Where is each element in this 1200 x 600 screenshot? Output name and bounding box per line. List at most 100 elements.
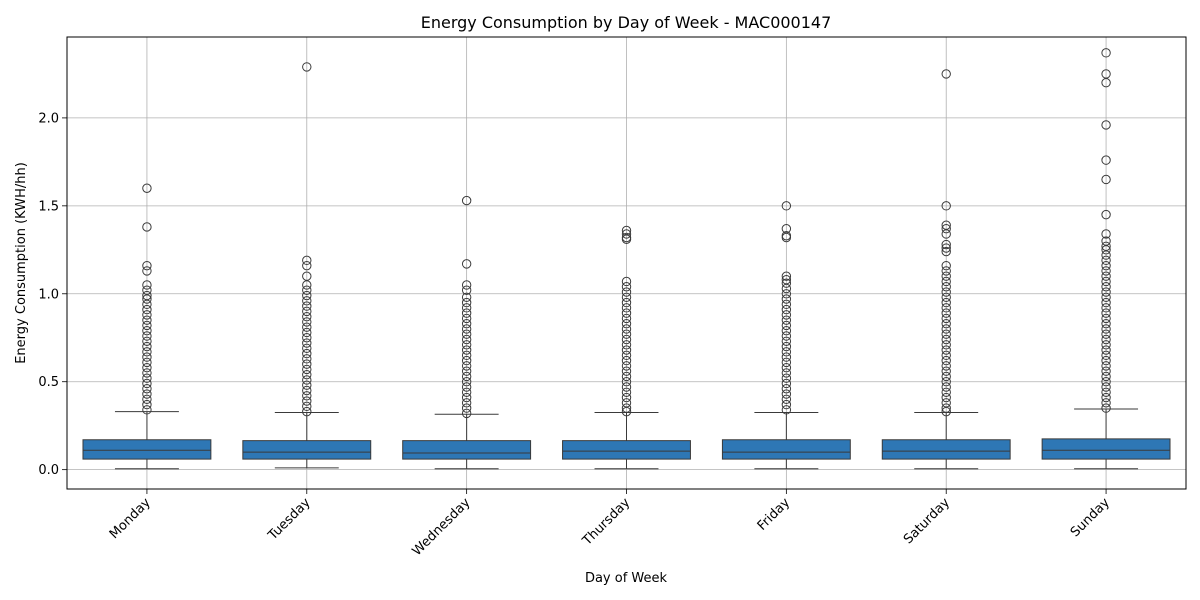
outlier-point	[1101, 345, 1111, 355]
x-tick-label-thursday: Thursday	[579, 495, 633, 549]
outlier-point	[1101, 398, 1111, 408]
outlier-point	[941, 403, 951, 413]
outlier-point	[781, 232, 792, 243]
outlier-point	[781, 347, 792, 357]
outlier-point	[142, 280, 152, 290]
outlier-point	[461, 313, 472, 324]
outlier-point	[941, 382, 951, 392]
outlier-point	[621, 387, 632, 397]
y-tick-label: 1.5	[38, 199, 59, 214]
outlier-point	[621, 282, 632, 292]
x-tick-label-friday: Friday	[755, 495, 794, 534]
box-thursday	[562, 225, 691, 470]
outlier-point	[461, 303, 472, 313]
outlier-point	[941, 266, 951, 276]
outlier-point	[1101, 313, 1111, 324]
outlier-point	[941, 377, 951, 387]
box-series	[82, 48, 1171, 470]
outlier-point	[941, 224, 951, 234]
outlier-point	[142, 399, 152, 410]
outlier-point	[302, 369, 312, 380]
outlier-point	[302, 375, 312, 385]
outlier-point	[941, 371, 951, 382]
outlier-point	[941, 366, 951, 376]
outlier-point	[461, 259, 472, 269]
outlier-point	[142, 331, 152, 341]
outlier-point	[941, 229, 951, 239]
outlier-point	[781, 357, 792, 368]
outlier-point	[142, 357, 152, 368]
x-axis-label: Day of Week	[585, 571, 668, 586]
outlier-point	[302, 317, 312, 327]
outlier-point	[461, 340, 472, 350]
outlier-point	[1101, 392, 1111, 403]
outlier-point	[941, 243, 951, 253]
outlier-point	[142, 315, 152, 325]
outlier-point	[941, 355, 951, 366]
outlier-point	[1101, 266, 1111, 276]
outlier-point	[941, 324, 951, 334]
outlier-point	[781, 331, 792, 341]
box-tuesday	[242, 62, 372, 469]
outlier-point	[461, 329, 472, 339]
outlier-point	[621, 406, 632, 417]
outlier-point	[781, 368, 792, 378]
interquartile-box	[1041, 438, 1171, 460]
outlier-point	[1101, 174, 1111, 185]
outlier-point	[621, 297, 632, 308]
outlier-point	[621, 308, 632, 318]
outlier-point	[302, 280, 312, 290]
outlier-point	[941, 282, 951, 292]
outlier-point	[142, 294, 152, 304]
outlier-point	[621, 350, 632, 361]
outlier-point	[461, 195, 472, 206]
outlier-point	[302, 401, 312, 412]
outlier-point	[621, 318, 632, 329]
outlier-point	[302, 296, 312, 306]
outlier-point	[1101, 78, 1111, 88]
outlier-point	[941, 387, 951, 397]
outlier-point	[142, 362, 152, 373]
outlier-point	[1101, 350, 1111, 361]
outlier-point	[621, 392, 632, 403]
outlier-point	[1101, 355, 1111, 366]
outlier-point	[461, 280, 472, 290]
outlier-point	[302, 327, 312, 338]
outlier-point	[781, 304, 792, 315]
outlier-point	[461, 361, 472, 371]
box-wednesday	[402, 195, 532, 470]
outlier-point	[941, 318, 951, 329]
outlier-point	[1101, 155, 1111, 165]
outlier-point	[142, 222, 152, 232]
outlier-point	[941, 260, 951, 271]
outlier-point	[941, 201, 951, 211]
outlier-point	[142, 341, 152, 352]
outlier-point	[461, 334, 472, 345]
outlier-point	[461, 371, 472, 382]
outlier-point	[941, 246, 951, 257]
x-tick-label-sunday: Sunday	[1068, 495, 1113, 540]
outlier-point	[461, 318, 472, 329]
outlier-point	[142, 304, 152, 315]
outlier-point	[1101, 287, 1111, 297]
outlier-point	[621, 329, 632, 339]
outlier-point	[142, 389, 152, 399]
outlier-point	[1101, 303, 1111, 313]
outlier-point	[941, 308, 951, 318]
outlier-point	[302, 380, 312, 390]
outlier-point	[302, 322, 312, 332]
outlier-point	[142, 299, 152, 310]
outlier-point	[302, 306, 312, 317]
outlier-point	[621, 366, 632, 376]
outlier-point	[941, 334, 951, 345]
outlier-point	[142, 378, 152, 389]
outlier-point	[941, 271, 951, 281]
outlier-point	[1101, 387, 1111, 397]
outlier-point	[1101, 271, 1111, 281]
outlier-point	[142, 373, 152, 383]
interquartile-box	[402, 440, 532, 460]
outlier-point	[461, 387, 472, 397]
outlier-point	[1101, 48, 1111, 58]
outlier-point	[461, 324, 472, 334]
